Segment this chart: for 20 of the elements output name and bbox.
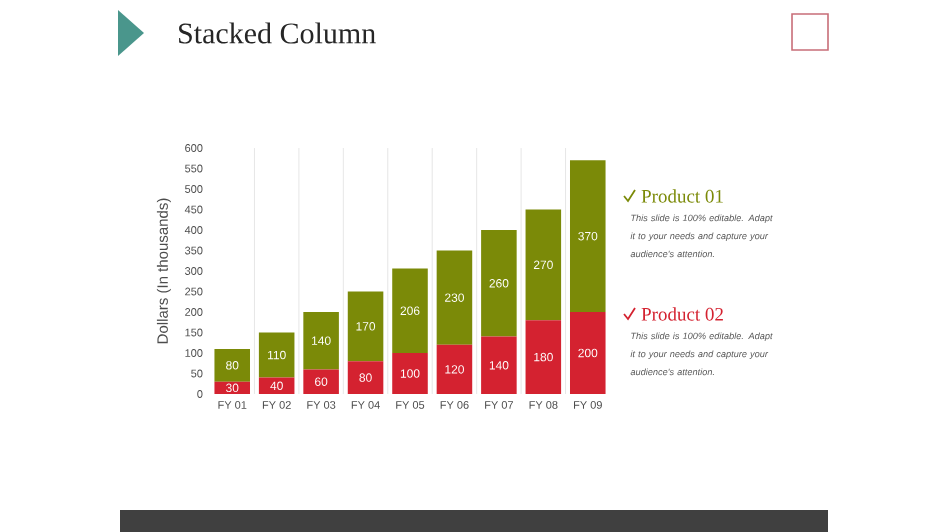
bar <box>525 320 562 394</box>
bar <box>569 312 606 394</box>
bar <box>214 381 251 394</box>
bar <box>481 230 517 337</box>
bar <box>258 332 295 378</box>
legend-label: Product 02 <box>641 307 723 321</box>
bar <box>392 353 428 394</box>
bar <box>392 268 428 353</box>
bar <box>569 160 606 312</box>
bar <box>214 348 251 382</box>
bar <box>525 209 562 321</box>
chart-title: Stacked Column <box>179 22 376 44</box>
bar <box>481 336 517 394</box>
bar <box>436 250 473 345</box>
bar <box>436 344 473 394</box>
legend-label: Product 01 <box>641 189 723 203</box>
bar <box>347 291 384 362</box>
bar <box>303 369 339 394</box>
bar <box>347 361 384 394</box>
bar <box>303 312 339 370</box>
